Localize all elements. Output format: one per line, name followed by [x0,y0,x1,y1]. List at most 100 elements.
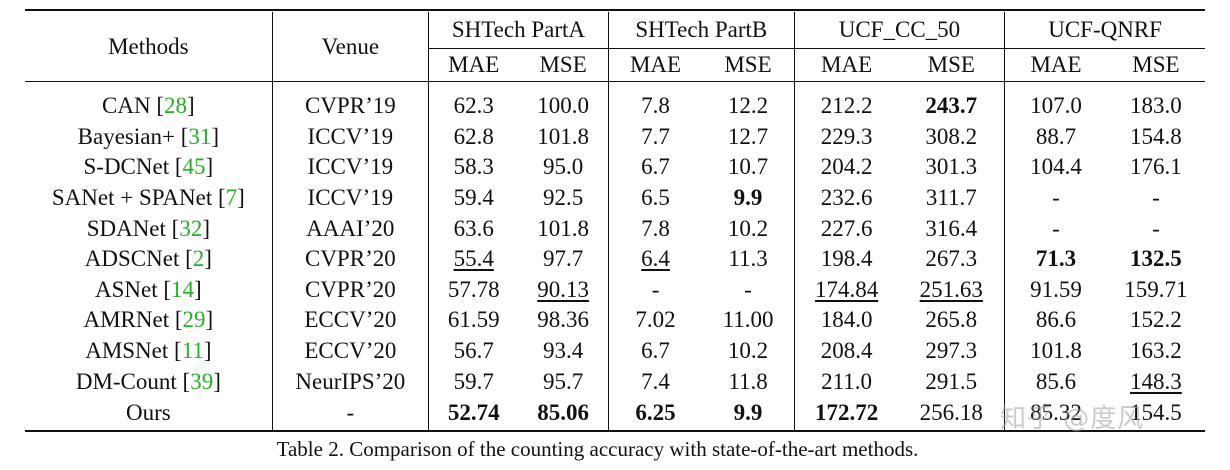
method-name: Bayesian+ [77,123,175,149]
venue-cell: CVPR’20 [272,243,430,275]
value: 63.6 [453,215,494,241]
value-cell: 7.8 [608,213,702,244]
citation-link[interactable]: 45 [182,154,206,180]
citation-link[interactable]: 2 [192,246,205,272]
value-cell: 6.7 [608,152,702,183]
value-cell: - [1005,213,1107,244]
value-cell: 154.5 [1106,396,1205,432]
value-cell: 52.74 [428,396,519,432]
value: 311.7 [925,185,977,211]
value-cell: 101.8 [1005,336,1107,367]
value: 198.4 [820,246,873,272]
table-row: S-DCNet [45] ICCV’19 58.3 95.0 6.7 10.7 204.2 3… [25,152,1205,183]
method-name: ADSCNet [84,246,180,272]
value-cell: 132.5 [1107,244,1205,275]
value-cell: 57.78 [429,275,519,306]
value: 308.2 [925,123,978,149]
citation-link[interactable]: 14 [171,276,195,302]
value-cell: 59.7 [429,366,519,397]
citation-link[interactable]: 28 [164,93,188,119]
table-caption: Table 2. Comparison of the counting accu… [276,437,919,461]
value-cell: 11.3 [702,243,795,275]
value: 52.74 [447,400,500,426]
value-cell: 297.3 [898,335,1006,367]
method-name-cell: ASNet [14] [25,274,273,306]
value-cell: 85.6 [1005,366,1107,397]
table-row: CAN [28] CVPR’19 62.3 100.0 7.8 12.2 212.2 243.… [25,91,1205,122]
value: 154.5 [1130,400,1182,426]
method-name-cell: SANet + SPANet [7] [25,182,273,214]
value: 61.59 [447,307,500,333]
citation-link[interactable]: 32 [179,215,203,241]
venue-cell: AAAI’20 [272,213,430,244]
value-cell: 12.7 [702,121,795,153]
value: 93.4 [542,338,584,364]
watermark: 知乎 @度风 [1000,404,1145,434]
value: - [1052,185,1060,211]
value-cell: 154.8 [1107,122,1205,153]
value: 152.2 [1130,307,1182,333]
method-name-cell: ADSCNet [2] [25,243,273,275]
value-cell: 93.4 [518,335,609,367]
method-name: AMSNet [85,338,169,364]
value-cell: 92.5 [518,182,609,214]
value: 10.2 [727,215,769,241]
method-name: DM-Count [75,368,177,394]
value: 101.8 [537,123,589,149]
value: 6.5 [641,185,670,211]
value-cell: - [608,275,702,306]
value-cell: 58.3 [429,152,519,183]
value-cell: 211.0 [794,366,898,397]
value: 267.3 [925,246,978,272]
citation-link[interactable]: 39 [190,368,214,394]
metric-header: MAE [1004,48,1107,82]
value: 100.0 [537,93,589,119]
venue-cell: ICCV’19 [272,182,430,214]
method-name-cell: SDANet [32] [25,213,273,244]
value: 7.7 [641,123,670,149]
value-cell: 163.2 [1107,336,1205,367]
citation-link[interactable]: 29 [182,307,206,333]
citation-link[interactable]: 31 [188,123,212,149]
value: 59.7 [453,368,494,394]
value-cell: 95.0 [518,152,609,183]
value: 107.0 [1030,93,1082,119]
value-cell: 10.2 [702,335,795,367]
value-cell: 6.4 [608,244,702,275]
method-name-cell: CAN [28] [25,91,273,122]
value-cell: 204.2 [794,152,898,183]
citation-link[interactable]: 7 [225,185,238,211]
value: 176.1 [1130,154,1182,180]
value: - [744,276,752,302]
value-cell: 56.7 [429,336,519,367]
value: 11.8 [728,368,768,394]
value-cell: 7.7 [608,122,702,153]
citation-link[interactable]: 11 [181,338,204,364]
value: - [1152,185,1160,211]
metric-header: MAE [428,48,519,82]
value-cell: 152.2 [1107,305,1205,336]
value-cell: 85.06 [518,396,609,432]
value: 6.7 [641,154,670,180]
value-cell: 101.8 [518,213,609,244]
value-cell: 176.1 [1107,152,1205,183]
method-name-cell: AMSNet [11] [25,335,273,367]
value-cell: 11.00 [702,305,795,336]
dataset-header-shtech-a: SHTech PartA [428,12,609,49]
value-cell: 100.0 [518,91,609,122]
value: 95.0 [542,154,584,180]
value: 58.3 [453,154,494,180]
value: 172.72 [814,400,879,426]
metric-header: MAE [608,48,703,82]
value-cell: 107.0 [1005,91,1107,122]
value-cell: 88.7 [1005,122,1107,153]
value: 57.78 [447,276,500,302]
value-cell: 7.8 [608,91,702,122]
value-cell: 311.7 [898,182,1006,214]
value-cell: 11.8 [702,366,795,397]
value: 101.8 [537,215,589,241]
value-cell: 98.36 [518,305,609,336]
value-cell: 316.4 [898,213,1006,244]
value: 7.8 [641,215,670,241]
value-cell: 9.9 [702,396,795,432]
